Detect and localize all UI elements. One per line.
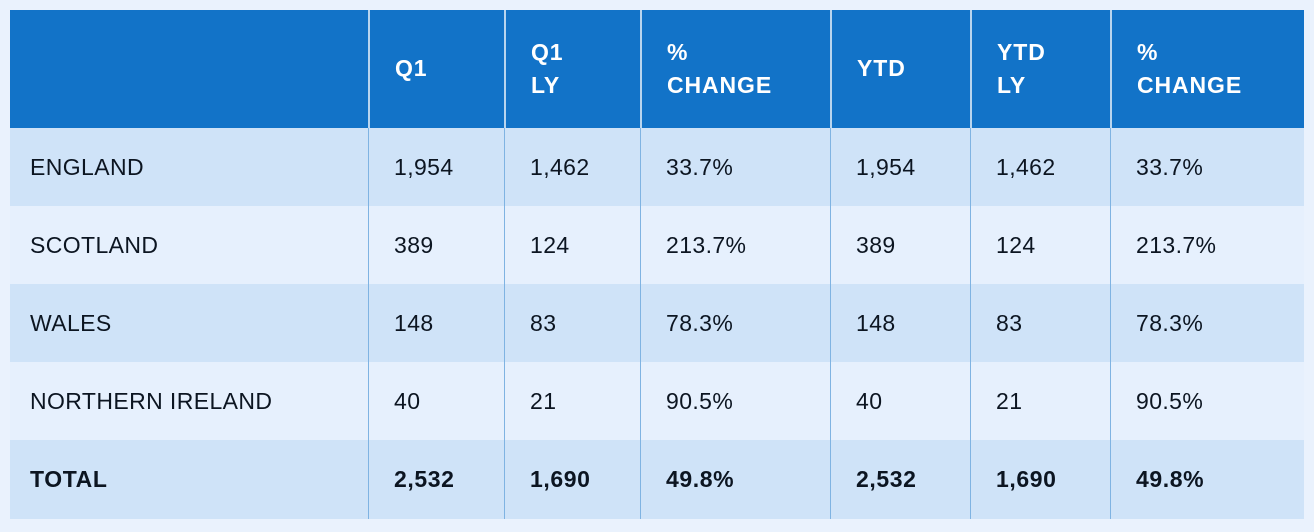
table-cell: 213.7%: [640, 206, 830, 284]
table-cell: 1,690: [504, 440, 640, 519]
table-cell: 83: [970, 284, 1110, 362]
table-row-total: TOTAL 2,532 1,690 49.8% 2,532 1,690 49.8…: [10, 440, 1304, 519]
header-cell-ytd-ly: YTD LY: [970, 10, 1110, 128]
table-cell: 33.7%: [640, 128, 830, 206]
table-cell: 389: [830, 206, 970, 284]
header-cell-region: [10, 10, 368, 128]
row-label-england: ENGLAND: [30, 153, 144, 180]
header-cell-ytd-pct-change: % CHANGE: [1110, 10, 1304, 128]
table-cell: 78.3%: [1110, 284, 1304, 362]
row-label-wales: WALES: [30, 309, 112, 336]
table-cell: 33.7%: [1110, 128, 1304, 206]
table-cell: 40: [368, 362, 504, 440]
table-cell: 1,954: [368, 128, 504, 206]
row-label-northern-ireland: NORTHERN IRELAND: [30, 387, 273, 414]
table-cell: 90.5%: [640, 362, 830, 440]
table-row-wales: WALES 148 83 78.3% 148 83 78.3%: [10, 284, 1304, 362]
header-cell-q1-pct-change: % CHANGE: [640, 10, 830, 128]
table-cell: 389: [368, 206, 504, 284]
header-cell-ytd: YTD: [830, 10, 970, 128]
table-row-scotland: SCOTLAND 389 124 213.7% 389 124 213.7%: [10, 206, 1304, 284]
table-cell: 2,532: [830, 440, 970, 519]
regions-stats-table: Q1 Q1 LY % CHANGE YTD YTD LY % CHANGE EN…: [10, 10, 1304, 519]
table-cell: 1,462: [970, 128, 1110, 206]
table-cell: 1,954: [830, 128, 970, 206]
table-cell: 2,532: [368, 440, 504, 519]
header-cell-q1-ly: Q1 LY: [504, 10, 640, 128]
table-cell: 1,690: [970, 440, 1110, 519]
table-cell: 90.5%: [1110, 362, 1304, 440]
table-cell: 213.7%: [1110, 206, 1304, 284]
table-cell: 1,462: [504, 128, 640, 206]
table-cell: 78.3%: [640, 284, 830, 362]
table-cell: 124: [504, 206, 640, 284]
table-cell: 148: [830, 284, 970, 362]
table-cell: 124: [970, 206, 1110, 284]
table-cell: 148: [368, 284, 504, 362]
table-cell: 49.8%: [640, 440, 830, 519]
row-label-total: TOTAL: [30, 466, 108, 492]
table-row-england: ENGLAND 1,954 1,462 33.7% 1,954 1,462 33…: [10, 128, 1304, 206]
table-row-northern-ireland: NORTHERN IRELAND 40 21 90.5% 40 21 90.5%: [10, 362, 1304, 440]
table-header-row: Q1 Q1 LY % CHANGE YTD YTD LY % CHANGE: [10, 10, 1304, 128]
table-cell: 21: [970, 362, 1110, 440]
table-cell: 40: [830, 362, 970, 440]
row-label-scotland: SCOTLAND: [30, 231, 159, 258]
header-cell-q1: Q1: [368, 10, 504, 128]
table-cell: 83: [504, 284, 640, 362]
table-cell: 49.8%: [1110, 440, 1304, 519]
table-cell: 21: [504, 362, 640, 440]
